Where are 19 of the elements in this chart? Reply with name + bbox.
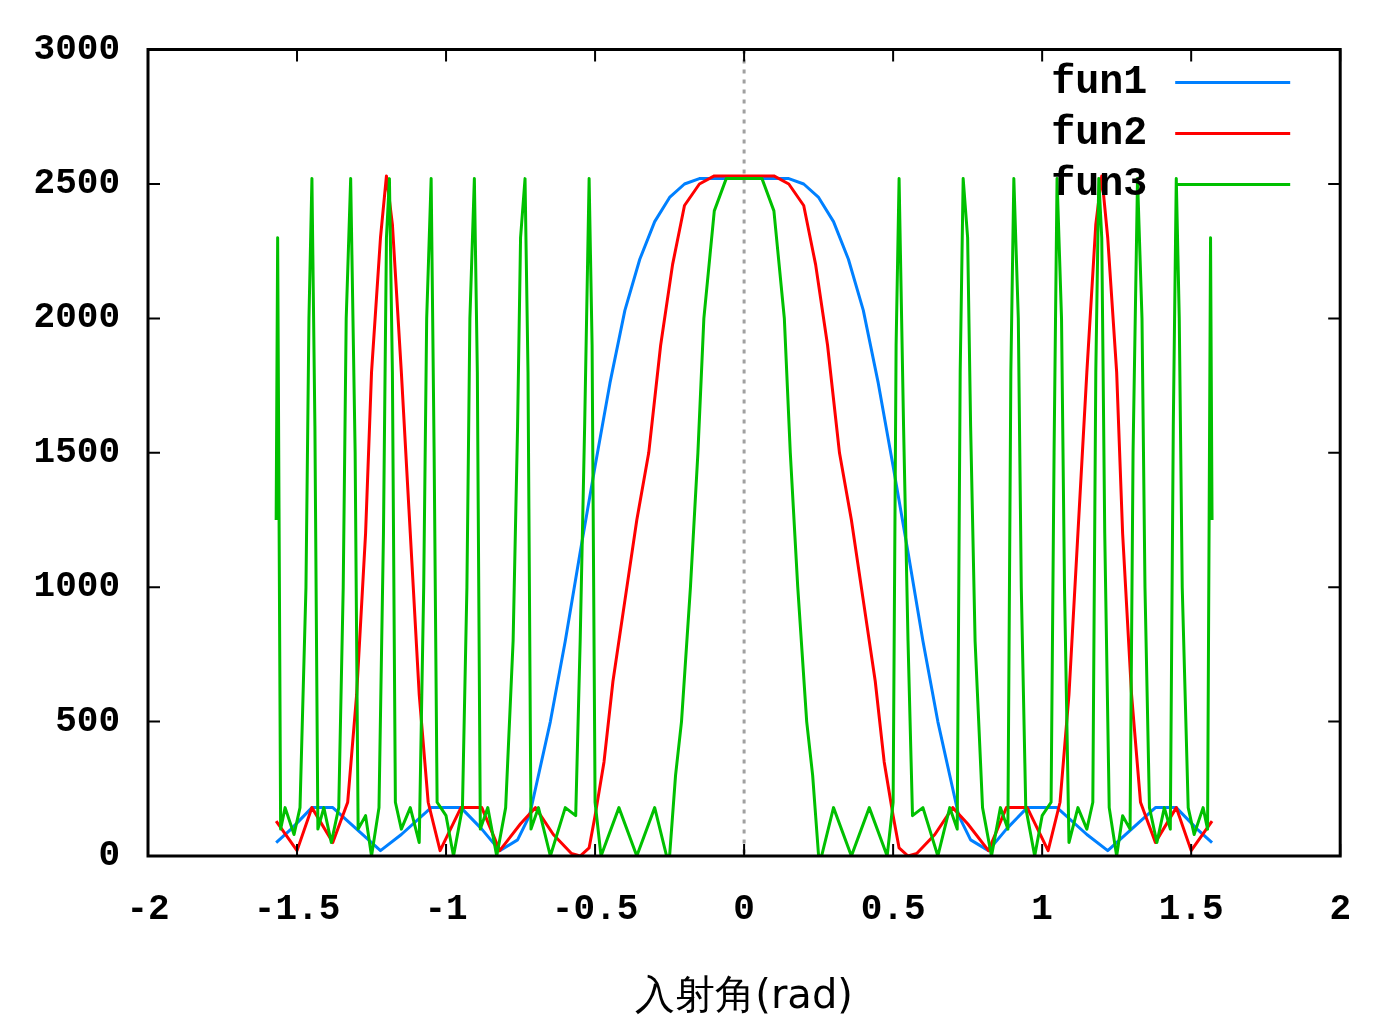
y-tick-label: 2000 [33, 297, 120, 339]
x-tick-label: 0.5 [860, 888, 926, 930]
legend-label: fun2 [1051, 110, 1148, 156]
x-tick-label: -1 [424, 888, 468, 930]
x-tick-label: -0.5 [551, 888, 639, 930]
legend-label: fun1 [1051, 59, 1148, 105]
y-tick-label: 500 [55, 700, 120, 742]
y-tick-label: 3000 [33, 28, 120, 70]
y-tick-label: 2500 [33, 163, 120, 205]
x-tick-label: 0 [733, 888, 755, 930]
x-axis-title: 入射角(rad) [635, 971, 853, 1018]
x-tick-label: 1 [1031, 888, 1053, 930]
x-tick-label: -2 [126, 888, 170, 930]
y-tick-label: 1500 [33, 431, 120, 473]
y-tick-label: 0 [98, 835, 120, 877]
x-tick-label: 2 [1329, 888, 1351, 930]
x-tick-label: -1.5 [253, 888, 341, 930]
x-tick-label: 1.5 [1158, 888, 1224, 930]
y-tick-label: 1000 [33, 566, 120, 608]
